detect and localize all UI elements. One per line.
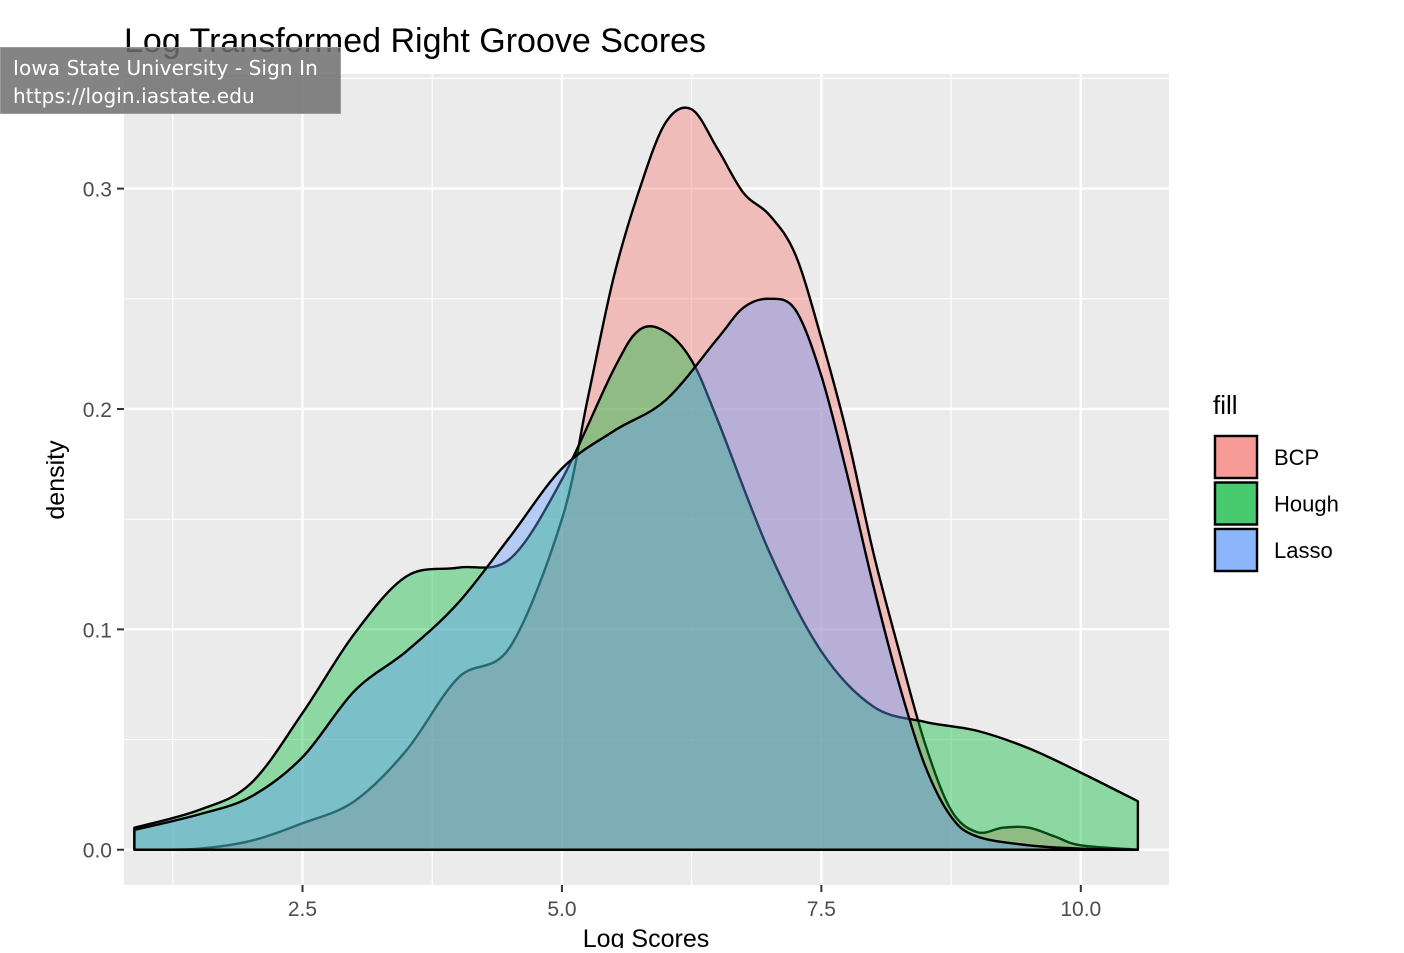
density-area-lasso bbox=[133, 297, 1140, 851]
x-tick-label: 10.0 bbox=[1060, 898, 1101, 921]
legend-label-hough: Hough bbox=[1274, 492, 1339, 517]
density-area-hough bbox=[133, 325, 1140, 851]
y-tick-label: 0.2 bbox=[83, 399, 112, 422]
series-layer bbox=[133, 106, 1140, 851]
x-axis-label: Log Scores bbox=[583, 925, 709, 948]
y-tick-label: 0.1 bbox=[83, 619, 112, 642]
legend-title: fill bbox=[1213, 390, 1238, 420]
x-tick-label: 2.5 bbox=[288, 898, 317, 921]
tooltip-url: https://login.iastate.edu bbox=[13, 84, 255, 108]
axis-layer: 2.5 5.0 7.5 10.0 0.0 0.1 0.2 0.3 bbox=[83, 179, 1101, 921]
x-tick-label: 7.5 bbox=[807, 898, 836, 921]
legend-label-bcp: BCP bbox=[1274, 445, 1319, 470]
link-tooltip: Iowa State University - Sign In https://… bbox=[0, 47, 341, 114]
y-axis-label: density bbox=[42, 440, 70, 520]
y-tick-label: 0.0 bbox=[83, 840, 112, 863]
density-area-bcp bbox=[145, 106, 1140, 851]
y-tick-label: 0.3 bbox=[83, 179, 112, 202]
legend-swatch-hough bbox=[1213, 481, 1259, 526]
legend-label-lasso: Lasso bbox=[1274, 538, 1333, 563]
plot-panel bbox=[124, 74, 1169, 885]
legend-keys: BCP Hough Lasso bbox=[1213, 434, 1339, 573]
tooltip-title: Iowa State University - Sign In bbox=[13, 56, 318, 80]
legend-swatch-bcp bbox=[1213, 434, 1259, 480]
legend: fill BCP Hough Lasso bbox=[1213, 390, 1339, 573]
legend-swatch-lasso bbox=[1213, 527, 1259, 573]
x-tick-label: 5.0 bbox=[547, 898, 576, 921]
